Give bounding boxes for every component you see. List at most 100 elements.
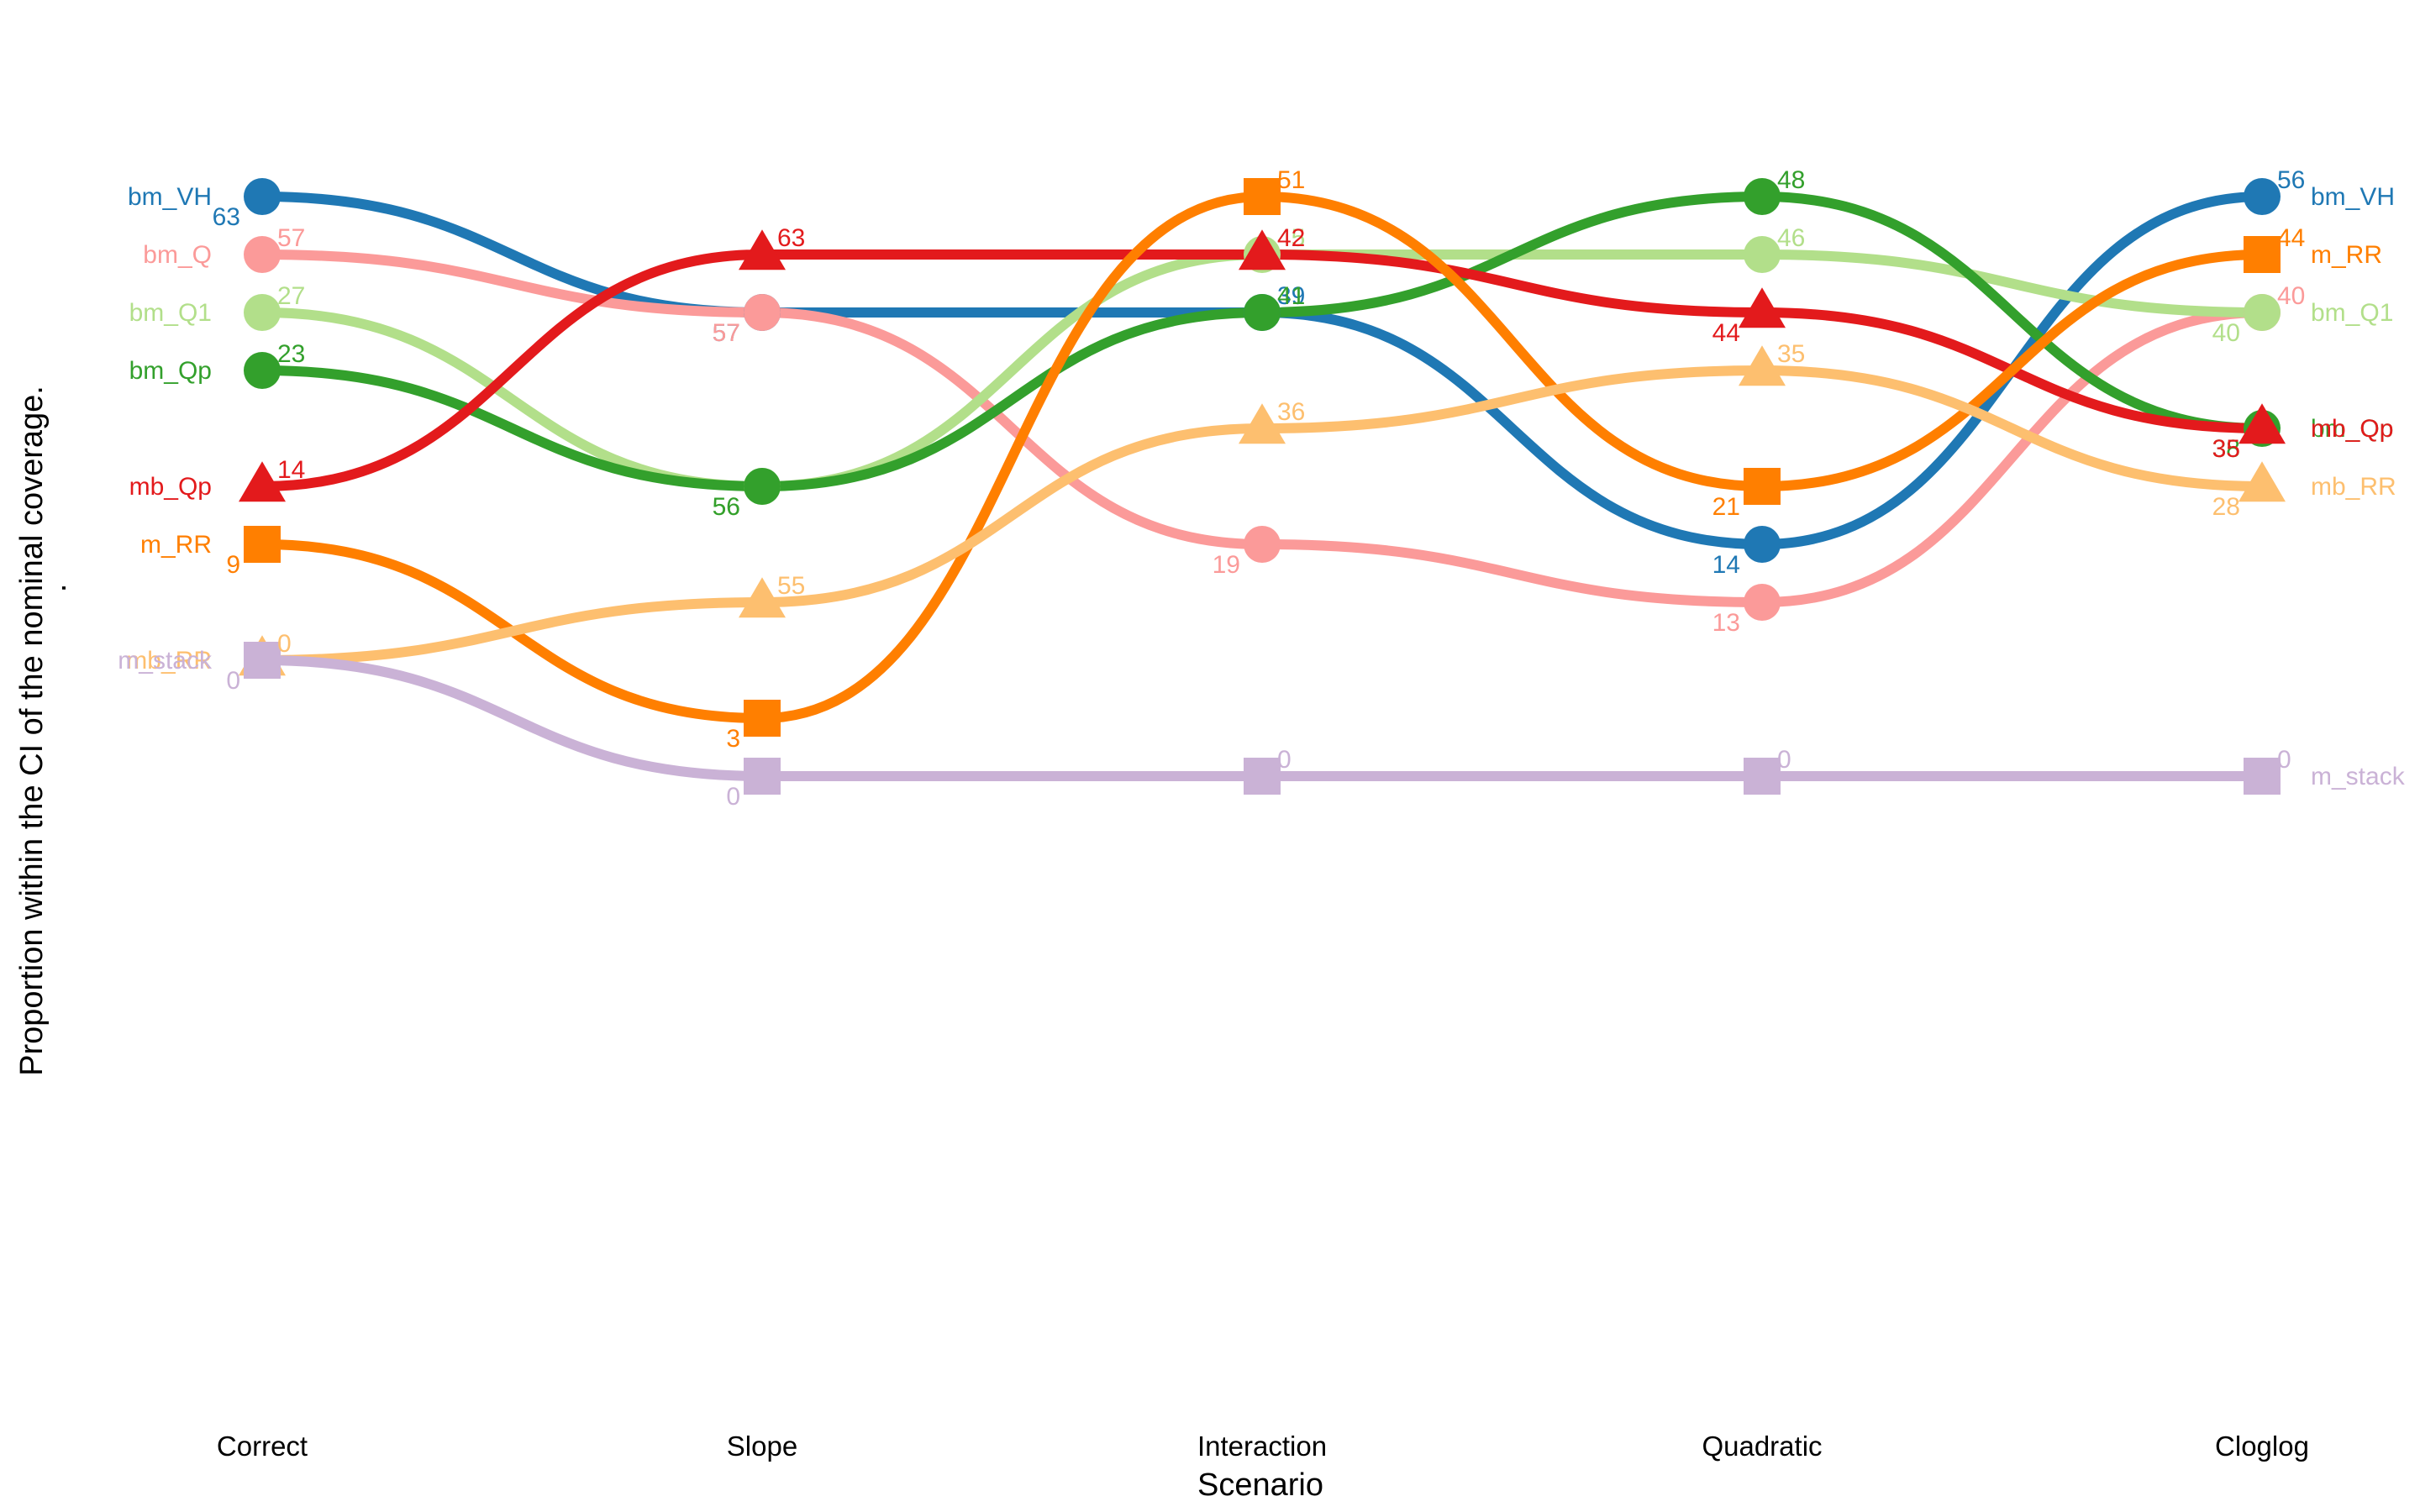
data-label-mb-qp-correct: 14 xyxy=(277,456,305,484)
marker-m-rr-interaction xyxy=(1244,178,1281,215)
right-name-m-stack: m_stack xyxy=(2311,763,2406,790)
marker-bm-q1-quadratic xyxy=(1744,236,1781,273)
data-label-bm-qp-slope: 56 xyxy=(713,493,740,521)
data-label-bm-q1-interaction: 45 xyxy=(1277,224,1305,252)
x-tick-quadratic: Quadratic xyxy=(1702,1431,1822,1462)
left-name-bm-q: bm_Q xyxy=(143,241,212,269)
marker-bm-vh-cloglog xyxy=(2244,178,2281,215)
data-label-bm-q-quadratic: 13 xyxy=(1712,609,1740,637)
left-name-bm-vh: bm_VH xyxy=(128,183,212,211)
data-label-bm-q-cloglog: 40 xyxy=(2277,282,2305,310)
data-label-bm-q-correct: 57 xyxy=(277,224,305,252)
y-axis-label-note: . xyxy=(38,584,73,593)
left-name-bm-q1: bm_Q1 xyxy=(129,299,212,327)
series-lines xyxy=(257,191,2267,782)
data-label-mb-rr-quadratic: 35 xyxy=(1777,340,1805,368)
marker-bm-q-quadratic xyxy=(1744,584,1781,621)
data-label-bm-vh-correct: 63 xyxy=(213,203,240,231)
y-axis-label: Proportion within the CI of the nominal … xyxy=(14,386,50,1076)
data-label-bm-qp-correct: 23 xyxy=(277,340,305,368)
marker-m-stack-cloglog xyxy=(2244,758,2281,795)
marker-mb-rr-quadratic xyxy=(1739,345,1786,386)
marker-mb-rr-interaction xyxy=(1239,403,1286,444)
series-line-bm-q1 xyxy=(257,249,2267,492)
marker-mb-qp-cloglog xyxy=(2238,403,2286,444)
marker-mb-rr-cloglog xyxy=(2238,461,2286,502)
marker-m-stack-slope xyxy=(744,758,781,795)
data-label-m-rr-interaction: 51 xyxy=(1277,166,1305,194)
data-label-bm-q1-correct: 27 xyxy=(277,282,305,310)
data-label-m-rr-correct: 9 xyxy=(226,551,240,579)
data-label-m-stack-cloglog: 0 xyxy=(2277,746,2291,774)
right-name-mb-rr: mb_RR xyxy=(2311,473,2396,501)
data-label-m-stack-correct: 0 xyxy=(226,667,240,695)
data-label-bm-vh-slope: 57 xyxy=(713,319,740,347)
left-name-m-stack: m_stack xyxy=(118,647,213,675)
series-line-bm-vh xyxy=(257,192,2267,550)
data-label-mb-qp-cloglog: 35 xyxy=(2212,435,2240,463)
series-markers xyxy=(239,178,2286,795)
data-label-bm-q1-quadratic: 46 xyxy=(1777,224,1805,252)
marker-mb-qp-correct xyxy=(239,461,286,502)
data-label-bm-q-interaction: 19 xyxy=(1213,551,1240,579)
data-label-bm-qp-interaction: 41 xyxy=(1277,282,1305,310)
marker-mb-rr-slope xyxy=(739,577,786,618)
marker-bm-vh-quadratic xyxy=(1744,526,1781,563)
left-name-mb-rr: mb_RR xyxy=(126,647,212,675)
data-label-bm-qp-cloglog: 38 xyxy=(2212,435,2240,463)
marker-bm-qp-correct xyxy=(244,352,281,389)
marker-m-rr-cloglog xyxy=(2244,236,2281,273)
data-label-m-rr-quadratic: 21 xyxy=(1712,493,1740,521)
x-tick-correct: Correct xyxy=(217,1431,308,1462)
marker-m-stack-correct xyxy=(244,642,281,679)
left-name-m-rr: m_RR xyxy=(140,531,212,559)
data-label-mb-qp-interaction: 42 xyxy=(1277,224,1305,252)
marker-m-stack-interaction xyxy=(1244,758,1281,795)
data-label-mb-rr-correct: 0 xyxy=(277,630,292,658)
data-label-bm-vh-cloglog: 56 xyxy=(2277,166,2305,194)
data-label-m-stack-interaction: 0 xyxy=(1277,746,1292,774)
data-label-m-rr-slope: 3 xyxy=(726,725,740,753)
x-tick-slope: Slope xyxy=(727,1431,797,1462)
marker-m-rr-quadratic xyxy=(1744,468,1781,505)
data-label-bm-vh-interaction: 39 xyxy=(1277,282,1305,310)
left-name-bm-qp: bm_Qp xyxy=(129,357,212,385)
marker-bm-qp-quadratic xyxy=(1744,178,1781,215)
data-label-m-stack-quadratic: 0 xyxy=(1777,746,1791,774)
x-axis-label: Scenario xyxy=(1197,1467,1323,1503)
marker-mb-qp-quadratic xyxy=(1739,287,1786,328)
marker-m-stack-quadratic xyxy=(1744,758,1781,795)
marker-m-rr-correct xyxy=(244,526,281,563)
marker-bm-q-slope xyxy=(744,294,781,331)
marker-mb-qp-slope xyxy=(739,229,786,270)
marker-m-rr-slope xyxy=(744,700,781,737)
right-name-mb-qp: mb_Qp xyxy=(2311,415,2393,443)
left-name-mb-qp: mb_Qp xyxy=(129,473,212,501)
data-label-m-rr-cloglog: 44 xyxy=(2277,224,2305,252)
x-tick-interaction: Interaction xyxy=(1197,1431,1327,1462)
marker-bm-vh-correct xyxy=(244,178,281,215)
data-label-mb-rr-slope: 55 xyxy=(777,572,805,600)
right-name-bm-qp: bm_Qp xyxy=(2311,415,2393,443)
data-label-bm-q-slope: 57 xyxy=(713,319,740,347)
data-label-bm-q1-cloglog: 40 xyxy=(2212,319,2240,347)
data-label-m-stack-slope: 0 xyxy=(726,783,740,811)
data-label-mb-rr-interaction: 36 xyxy=(1277,398,1305,426)
data-label-mb-qp-quadratic: 44 xyxy=(1712,319,1740,347)
marker-bm-q1-cloglog xyxy=(2244,294,2281,331)
marker-bm-q1-correct xyxy=(244,294,281,331)
marker-bm-q-interaction xyxy=(1244,526,1281,563)
data-label-bm-q1-slope: 56 xyxy=(713,493,740,521)
marker-bm-qp-interaction xyxy=(1244,294,1281,331)
data-label-bm-vh-quadratic: 14 xyxy=(1712,551,1740,579)
marker-bm-q-correct xyxy=(244,236,281,273)
x-tick-labels: Correct Slope Interaction Quadratic Cloglog xyxy=(217,1431,2309,1462)
right-name-bm-q1: bm_Q1 xyxy=(2311,299,2393,327)
data-label-bm-qp-quadratic: 48 xyxy=(1777,166,1805,194)
marker-bm-qp-slope xyxy=(744,468,781,505)
data-label-mb-qp-slope: 63 xyxy=(777,224,805,252)
right-name-bm-vh: bm_VH xyxy=(2311,183,2395,211)
